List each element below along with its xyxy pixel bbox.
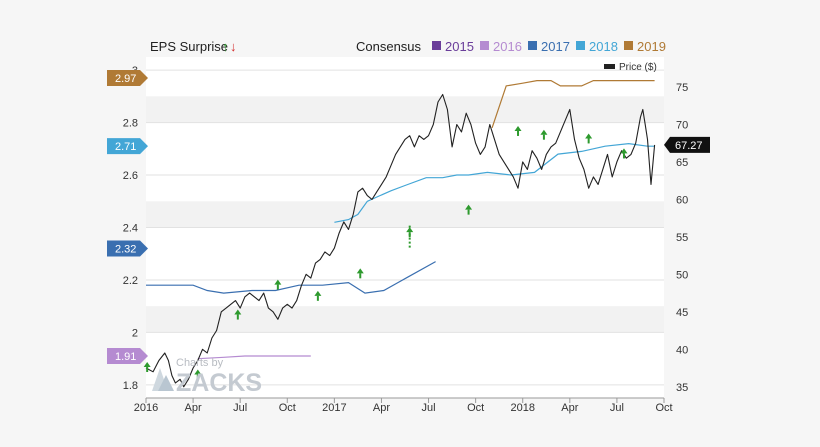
surprise-up-arrow-icon bbox=[620, 148, 628, 159]
consensus-title: Consensus bbox=[356, 39, 422, 54]
right-tick-label: 55 bbox=[676, 232, 688, 244]
consensus-line-2019 bbox=[491, 80, 655, 128]
consensus-legend: 2015 2016 2017 2018 2019 bbox=[432, 39, 666, 54]
surprise-up-arrow-icon bbox=[194, 369, 202, 380]
consensus-legend-label: 2019 bbox=[637, 39, 666, 54]
watermark-brand: ZACKS bbox=[176, 369, 262, 397]
x-tick-label: Apr bbox=[373, 402, 390, 414]
eps-marker-label: 2.71 bbox=[115, 141, 136, 153]
right-tick-label: 45 bbox=[676, 307, 688, 319]
arrow-head bbox=[314, 290, 322, 296]
right-tick-label: 75 bbox=[676, 82, 688, 94]
surprise-up-arrow-icon bbox=[274, 279, 282, 290]
consensus-line-2016 bbox=[197, 355, 311, 360]
surprise-down-arrow-icon: ↓ bbox=[230, 39, 237, 54]
arrow-head bbox=[540, 129, 548, 135]
eps-marker-tag bbox=[107, 138, 148, 155]
x-tick-label: 2018 bbox=[510, 402, 534, 414]
x-tick-label: Apr bbox=[561, 402, 578, 414]
price-legend-label: Price ($) bbox=[619, 62, 657, 73]
series-layer bbox=[143, 80, 656, 388]
current-price-label: 67.27 bbox=[675, 140, 703, 152]
surprise-up-arrow-icon bbox=[585, 133, 593, 144]
chart-header: EPS Surprise ↑ ↓ Consensus 2015 2016 2017 2… bbox=[150, 39, 666, 54]
chart-title: EPS Surprise bbox=[150, 39, 228, 54]
right-tick-label: 50 bbox=[676, 269, 688, 281]
zacks-logo-icon-shade bbox=[158, 375, 174, 391]
arrow-head bbox=[356, 268, 364, 274]
right-tick-label: 65 bbox=[676, 157, 688, 169]
consensus-legend-swatch bbox=[528, 41, 537, 50]
consensus-legend-label: 2016 bbox=[493, 39, 522, 54]
watermark-caption: Charts by bbox=[176, 357, 224, 369]
price-line bbox=[145, 93, 656, 388]
x-tick-label: 2016 bbox=[134, 402, 158, 414]
surprise-up-arrow-icon bbox=[314, 290, 322, 301]
consensus-legend-label: 2017 bbox=[541, 39, 570, 54]
x-tick-label: Apr bbox=[185, 402, 202, 414]
left-tick-label: 2.4 bbox=[123, 223, 138, 235]
x-tick-label: Jul bbox=[422, 402, 436, 414]
surprise-up-arrow-icon: ↑ bbox=[222, 39, 229, 54]
x-tick-label: Jul bbox=[233, 402, 247, 414]
right-tick-label: 70 bbox=[676, 119, 688, 131]
consensus-line-2017 bbox=[146, 261, 436, 294]
right-tick-label: 60 bbox=[676, 194, 688, 206]
consensus-legend-swatch bbox=[576, 41, 585, 50]
arrow-head bbox=[406, 227, 414, 233]
left-tick-label: 2 bbox=[132, 327, 138, 339]
consensus-legend-label: 2018 bbox=[589, 39, 618, 54]
grid-band bbox=[146, 96, 664, 123]
consensus-legend-swatch bbox=[432, 41, 441, 50]
left-tick-label: 2.2 bbox=[123, 275, 138, 287]
x-tick-label: 2017 bbox=[322, 402, 346, 414]
consensus-legend-swatch bbox=[624, 41, 633, 50]
eps-marker-label: 2.97 bbox=[115, 73, 136, 85]
surprise-up-arrow-icon bbox=[234, 309, 242, 320]
grid-band bbox=[146, 201, 664, 228]
consensus-legend-swatch bbox=[480, 41, 489, 50]
surprise-up-arrow-icon bbox=[356, 268, 364, 279]
right-tick-label: 40 bbox=[676, 344, 688, 356]
arrow-head bbox=[585, 133, 593, 139]
grid-band bbox=[146, 306, 664, 333]
zacks-watermark: Charts by ZACKS bbox=[152, 357, 262, 397]
consensus-legend-label: 2015 bbox=[445, 39, 474, 54]
left-tick-label: 1.8 bbox=[123, 380, 138, 392]
x-tick-label: Oct bbox=[279, 402, 296, 414]
left-tick-label: 2.8 bbox=[123, 118, 138, 130]
consensus-line-2018 bbox=[334, 142, 655, 223]
eps-marker-tag bbox=[107, 69, 148, 86]
arrow-head bbox=[274, 279, 282, 285]
eps-marker-tag bbox=[107, 348, 148, 365]
left-tick-label: 2.6 bbox=[123, 170, 138, 182]
arrow-head bbox=[620, 148, 628, 154]
eps-marker-label: 1.91 bbox=[115, 351, 136, 363]
arrow-head bbox=[465, 204, 473, 210]
arrow-head bbox=[143, 362, 151, 368]
arrow-head bbox=[514, 125, 522, 131]
axes-layer: 2016 Apr Jul Oct 2017 Apr Jul Oct 2018 Apr Jul Oct 1… bbox=[107, 62, 710, 414]
arrow-head bbox=[234, 309, 242, 315]
surprise-up-arrow-icon bbox=[143, 362, 151, 373]
surprise-up-arrow-icon bbox=[465, 204, 473, 215]
right-tick-label: 35 bbox=[676, 382, 688, 394]
eps-marker-tag bbox=[107, 240, 148, 257]
eps-marker-label: 2.32 bbox=[115, 243, 136, 255]
x-tick-label: Oct bbox=[655, 402, 672, 414]
surprise-up-arrow-icon bbox=[540, 129, 548, 140]
arrow-head bbox=[194, 369, 202, 375]
x-tick-label: Oct bbox=[467, 402, 484, 414]
current-price-tag bbox=[664, 136, 710, 153]
surprise-up-arrow-icon bbox=[514, 125, 522, 136]
x-tick-label: Jul bbox=[610, 402, 624, 414]
gridlines bbox=[146, 69, 664, 386]
price-legend-swatch bbox=[604, 64, 615, 69]
